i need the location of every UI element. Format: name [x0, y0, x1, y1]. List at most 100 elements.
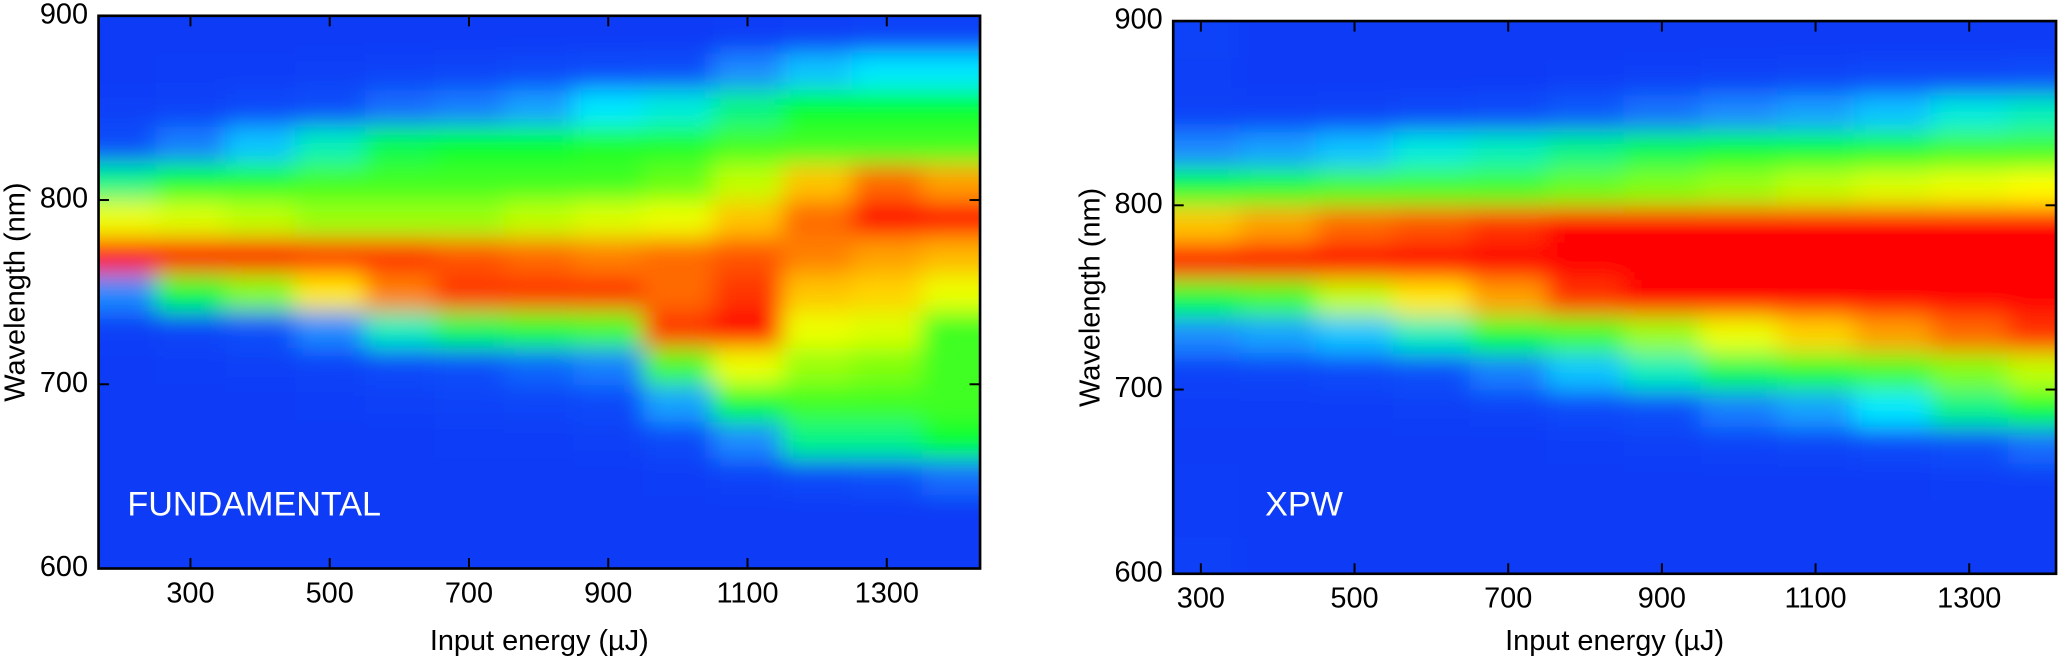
heatmap-cell	[98, 384, 157, 422]
annotation: XPW	[1265, 486, 1344, 524]
heatmap-cell	[712, 200, 783, 238]
heatmap-cell	[851, 15, 923, 54]
heatmap-cell	[921, 52, 981, 91]
heatmap-cell	[2007, 131, 2057, 170]
heatmap-cell	[155, 126, 226, 164]
heatmap-cell	[1777, 94, 1855, 133]
heatmap-cell	[1316, 205, 1394, 243]
heatmap-cell	[1930, 205, 2009, 243]
heatmap-cell	[1700, 389, 1778, 428]
heatmap-cell	[364, 89, 435, 127]
heatmap-cell	[503, 347, 575, 385]
heatmap-cell	[225, 531, 296, 569]
heatmap-cell	[1173, 500, 1240, 538]
plot-frame	[97, 14, 982, 570]
heatmap-cell	[851, 89, 923, 127]
heatmap-cell	[503, 494, 575, 533]
heatmap-cell	[712, 384, 783, 422]
heatmap-cell	[1546, 21, 1625, 59]
heatmap-cell	[98, 273, 157, 312]
heatmap-cell	[573, 494, 644, 533]
heatmap-cell	[643, 236, 714, 275]
heatmap-cell	[1930, 57, 2009, 96]
heatmap-cell	[921, 89, 981, 127]
heatmap-cell	[1316, 242, 1394, 280]
heatmap-cell	[1546, 536, 1625, 574]
heatmap-cell	[155, 163, 226, 201]
annotation: FUNDAMENTAL	[127, 486, 381, 524]
heatmap-cell	[1853, 94, 1932, 133]
y-tick-label: 800	[1114, 188, 1162, 220]
heatmap-cell	[573, 163, 644, 201]
heatmap-cell	[1173, 352, 1240, 391]
heatmap-cell	[643, 310, 714, 349]
heatmap-cell	[851, 126, 923, 164]
heatmap-cell	[1930, 94, 2009, 133]
heatmap-cell	[434, 457, 505, 496]
heatmap-cell	[503, 421, 575, 459]
y-tick-label: 700	[40, 367, 88, 399]
heatmap-cell	[503, 310, 575, 349]
heatmap-cell	[1316, 131, 1394, 170]
heatmap-cell	[155, 236, 226, 275]
heatmap-cell	[1853, 352, 1932, 391]
heatmap-cell	[1392, 242, 1471, 280]
x-tick-label: 300	[1177, 583, 1225, 615]
heatmap-cell	[1392, 315, 1471, 354]
heatmap-cell	[1546, 242, 1625, 280]
heatmap-cell	[1700, 315, 1778, 354]
heatmap-cell	[1316, 168, 1394, 206]
heatmap-cell	[155, 457, 226, 496]
heatmap-cell	[2007, 205, 2057, 243]
heatmap-cell	[851, 236, 923, 275]
heatmap-cell	[1546, 131, 1625, 170]
heatmap-cell	[851, 273, 923, 312]
heatmap-cell	[434, 236, 505, 275]
heatmap-cell	[1469, 57, 1548, 96]
heatmap-cell	[98, 236, 157, 275]
heatmap-cell	[782, 126, 853, 164]
heatmap-cell	[434, 273, 505, 312]
heatmap-cell	[1392, 389, 1471, 428]
heatmap-cell	[1173, 168, 1240, 206]
heatmap-cell	[1546, 168, 1625, 206]
heatmap-cell	[294, 126, 366, 164]
heatmap-cell	[434, 163, 505, 201]
x-tick-label: 500	[1330, 583, 1378, 615]
heatmap-cell	[643, 52, 714, 91]
heatmap-cell	[1392, 57, 1471, 96]
heatmap-cell	[1173, 389, 1240, 428]
heatmap-cell	[782, 163, 853, 201]
heatmap-cell	[921, 200, 981, 238]
heatmap-cell	[98, 52, 157, 91]
heatmap-cell	[225, 273, 296, 312]
heatmap-cell	[1930, 500, 2009, 538]
heatmap-cell	[643, 163, 714, 201]
heatmap-cell	[1239, 463, 1317, 501]
heatmap-cell	[1777, 426, 1855, 464]
heatmap-cell	[1392, 278, 1471, 317]
heatmap-cell	[712, 236, 783, 275]
heatmap-cell	[1700, 57, 1778, 96]
heatmap-cell	[294, 163, 366, 201]
heatmap-cell	[364, 494, 435, 533]
heatmap-cell	[294, 236, 366, 275]
heatmap-cell	[1777, 168, 1855, 206]
heatmap-cell	[434, 52, 505, 91]
heatmap-cell	[712, 310, 783, 349]
heatmap-cell	[1930, 389, 2009, 428]
heatmap-cell	[1930, 131, 2009, 170]
heatmap-cell	[1853, 168, 1932, 206]
y-axis-title: Wavelength (nm)	[0, 183, 32, 402]
heatmap-cell	[434, 126, 505, 164]
heatmap-cell	[1316, 426, 1394, 464]
heatmap-cell	[364, 200, 435, 238]
heatmap-cell	[1392, 463, 1471, 501]
heatmap-cell	[1623, 389, 1701, 428]
heatmap-cell	[2007, 315, 2057, 354]
heatmap-cell	[712, 494, 783, 533]
heatmap-cell	[1546, 463, 1625, 501]
heatmap-cell	[155, 89, 226, 127]
heatmap-cell	[98, 494, 157, 533]
heatmap-cell	[2007, 536, 2057, 574]
